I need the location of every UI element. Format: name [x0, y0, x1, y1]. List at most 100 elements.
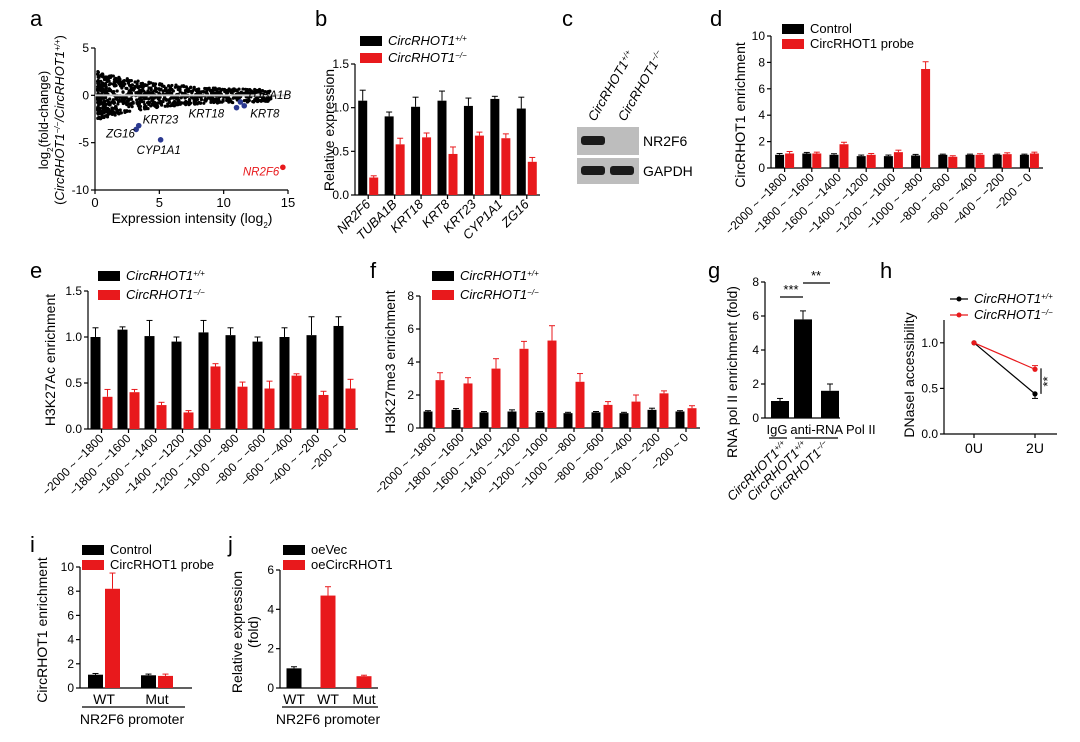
scatter-point	[131, 101, 135, 105]
panel-a-y-tick-label: 5	[82, 41, 89, 55]
bar-b-b	[422, 137, 432, 195]
highlight-label-tuba1b: TUBA1B	[246, 90, 291, 102]
panel-a-xlabel-part: Expression intensity (log	[112, 210, 264, 226]
panel-a-ylabel-line2-part: /	[52, 117, 67, 123]
panel-e-plot: 0.00.51.01.5−2000 ~ −1800−1800 ~ −1600−1…	[39, 268, 358, 498]
scatter-point	[127, 83, 132, 88]
bar-j	[356, 676, 372, 688]
scatter-point	[103, 81, 108, 86]
panel-i-y-tick-label: 2	[67, 657, 74, 671]
panel-c-col2-part: −/−	[649, 48, 663, 63]
panel-letter-f: f	[370, 258, 377, 283]
scatter-point	[215, 100, 219, 104]
bar-d-b	[1002, 154, 1012, 168]
scatter-point	[99, 109, 103, 113]
legend-label: CircRHOT1−/−	[388, 50, 467, 65]
bar-f-b	[631, 401, 641, 428]
bar-f-b	[603, 404, 613, 428]
panel-g-group-igg: IgG	[767, 422, 788, 437]
bar-e-b	[237, 386, 248, 429]
bar-f-b	[575, 381, 585, 428]
panel-j-xgroup: NR2F6 promoter	[276, 711, 381, 727]
scatter-point	[110, 100, 114, 104]
panel-f-y-tick-label: 0	[407, 421, 414, 435]
scatter-point	[158, 83, 162, 87]
panel-f-y-tick-label: 6	[407, 322, 414, 336]
panel-j-y-tick-label: 0	[267, 681, 274, 695]
highlight-point-zg16	[133, 126, 139, 133]
scatter-point	[247, 98, 251, 102]
scatter-point	[104, 114, 108, 118]
bar-f-b	[519, 348, 529, 428]
legend-label: Control	[810, 21, 852, 36]
panel-a-ylabel-line1-part: log	[36, 152, 51, 169]
legend-label: CircRHOT1 probe	[810, 36, 914, 51]
bar-d-a	[802, 153, 812, 168]
bar-e-a	[90, 337, 101, 429]
bar-d-b	[921, 69, 931, 168]
bar-e-a	[279, 337, 290, 429]
bar-f-a	[535, 412, 545, 428]
panel-g-y-tick-label: 0	[752, 411, 759, 425]
panel-b-y-tick-label: 1.0	[332, 101, 349, 115]
scatter-point	[169, 96, 173, 100]
bar-f-a	[507, 411, 517, 428]
panel-b-ylabel: Relative expression	[321, 69, 337, 191]
panel-a-ylabel-line2-part: −/−	[53, 121, 62, 133]
scatter-point	[137, 106, 142, 111]
bar-e-a	[225, 335, 236, 429]
scatter-point	[188, 98, 192, 102]
scatter-point	[118, 108, 122, 112]
bar-e-b	[291, 375, 302, 429]
bar-i	[141, 675, 156, 688]
panel-letter-g: g	[708, 258, 720, 283]
highlight-label-krt23: KRT23	[143, 115, 179, 127]
scatter-point	[107, 75, 111, 79]
bar-f-a	[451, 409, 461, 428]
bar-d-b	[893, 152, 903, 168]
scatter-point	[103, 88, 107, 92]
scatter-point	[245, 88, 250, 92]
scatter-point	[216, 96, 221, 101]
scatter-point	[126, 91, 131, 95]
series-line-0	[973, 342, 1036, 395]
legend-label-part: CircRHOT1	[460, 268, 527, 283]
scatter-point	[153, 104, 157, 108]
panel-d-y-tick-label: 8	[758, 55, 765, 69]
legend-swatch	[360, 53, 382, 63]
scatter-point	[125, 100, 129, 104]
legend-label: CircRHOT1−/−	[460, 287, 539, 302]
panel-d-y-tick-label: 10	[752, 29, 766, 43]
panel-i-y-tick-label: 4	[67, 633, 74, 647]
scatter-point	[117, 112, 121, 116]
scatter-point	[110, 106, 114, 110]
panel-j-y-tick-label: 4	[267, 602, 274, 616]
panel-i-y-tick-label: 6	[67, 608, 74, 622]
legend-label-part: −/−	[193, 288, 205, 297]
bar-b-b	[527, 161, 537, 195]
highlight-point-krt8	[241, 102, 248, 109]
legend-swatch	[98, 290, 120, 300]
blot-nr2f6-band	[581, 136, 605, 145]
bar-f-a	[563, 413, 573, 428]
legend-label-part: +/+	[1041, 292, 1053, 301]
scatter-point	[244, 98, 249, 102]
scatter-point	[167, 84, 171, 88]
panel-g-y-tick-label: 2	[752, 377, 759, 391]
bar-b-a	[463, 105, 473, 195]
scatter-point	[185, 101, 189, 105]
bar-d-a	[938, 154, 948, 168]
legend-swatch	[82, 560, 104, 570]
panel-a-x-tick-label: 0	[91, 195, 98, 210]
scatter-point	[210, 89, 215, 93]
scatter-point	[149, 104, 153, 108]
scatter-point	[117, 77, 121, 81]
scatter-point	[109, 82, 113, 86]
scatter-point	[135, 98, 139, 102]
bar-g	[821, 390, 839, 418]
scatter-point	[99, 85, 103, 90]
scatter-point	[128, 79, 132, 83]
scatter-point	[135, 85, 139, 89]
